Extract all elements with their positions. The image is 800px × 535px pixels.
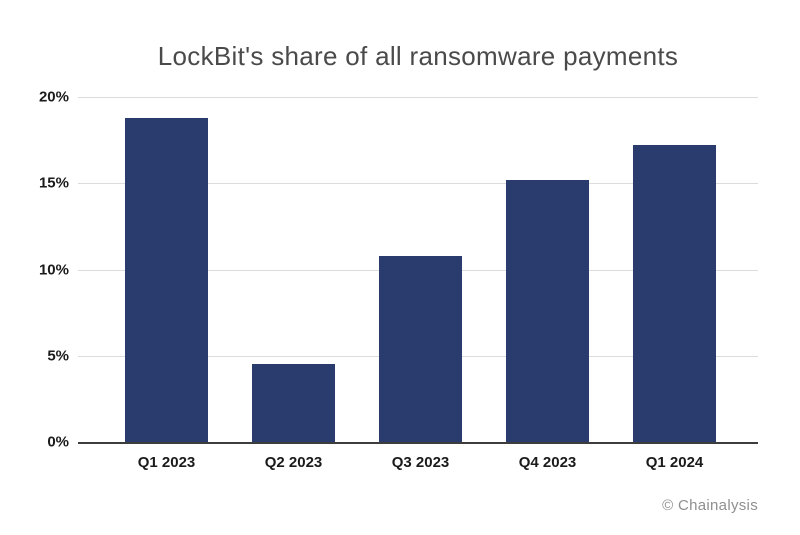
x-tick-label: Q3 2023 bbox=[391, 454, 450, 471]
bar-q2-2023 bbox=[252, 364, 335, 442]
x-tick-label: Q1 2024 bbox=[645, 454, 704, 471]
x-tick-label: Q1 2023 bbox=[137, 454, 196, 471]
bar-q1-2024 bbox=[633, 145, 716, 442]
y-tick-label: 20% bbox=[38, 88, 69, 106]
bar-q1-2023 bbox=[125, 117, 208, 442]
x-tick-label: Q4 2023 bbox=[518, 454, 577, 471]
chart-title: LockBit's share of all ransomware paymen… bbox=[157, 41, 679, 71]
plot-area: 0% 5% 10% 15% 20% Q1 2023 Q2 2023 Q3 2023 Q4 202… bbox=[39, 90, 758, 470]
attribution-text: © Chainalysis bbox=[662, 497, 758, 514]
y-tick-label: 0% bbox=[47, 433, 69, 451]
y-tick-label: 15% bbox=[38, 174, 69, 192]
y-tick-label: 5% bbox=[47, 347, 69, 365]
gridline bbox=[78, 97, 758, 98]
x-axis-line bbox=[78, 442, 758, 444]
x-tick-label: Q2 2023 bbox=[264, 454, 323, 471]
y-tick-label: 10% bbox=[38, 261, 69, 278]
gridline bbox=[78, 183, 758, 185]
bar-q3-2023 bbox=[379, 255, 462, 442]
bar-q4-2023 bbox=[506, 179, 589, 442]
